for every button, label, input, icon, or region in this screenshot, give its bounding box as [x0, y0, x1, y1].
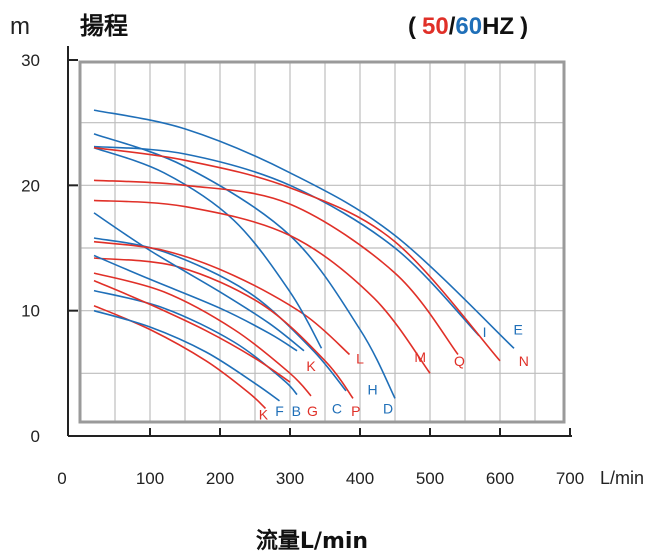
- curve-label-n: N: [519, 353, 529, 369]
- hz-slash: /: [449, 13, 456, 40]
- curve-b-60hz: [93, 289, 298, 396]
- y-tick-label: 30: [21, 51, 40, 70]
- curve-q-50hz: [93, 179, 459, 355]
- curve-label-f: F: [275, 403, 284, 419]
- y-unit-label: m: [10, 13, 30, 40]
- plot-frame: [78, 60, 566, 424]
- axes: 0 100 200 300 400 500 600 700 0 10 20 30: [21, 46, 584, 488]
- curve-label-e: E: [514, 321, 523, 337]
- curve-label-k: K: [306, 358, 316, 374]
- x-tick-label: 600: [486, 469, 514, 488]
- curve-unlabeled-60hz: [93, 212, 305, 352]
- curve-label-g: G: [307, 403, 318, 419]
- curve-labels: K F B G C P DHK L M QI EN: [259, 321, 529, 422]
- curve-label-i: I: [483, 324, 487, 340]
- curve-f-60hz: [93, 309, 280, 402]
- curves: [93, 109, 515, 409]
- curve-l-50hz: [93, 240, 351, 356]
- frequency-label: (50/60HZ): [408, 13, 528, 40]
- curve-unlabeled-60hz: [93, 254, 298, 352]
- curve-p-50hz: [93, 257, 354, 399]
- y-tick-label: 0: [31, 427, 40, 446]
- curve-k-50hz: [93, 304, 267, 409]
- x-tick-label: 300: [276, 469, 304, 488]
- curve-label-q: Q: [454, 353, 465, 369]
- curve-label-c: C: [332, 400, 342, 416]
- curve-g-50hz: [93, 272, 312, 397]
- curve-label-b: B: [292, 403, 301, 419]
- curve-label-l: L: [356, 350, 364, 366]
- chart-title: 揚程: [80, 12, 128, 40]
- x-tick-label: 100: [136, 469, 164, 488]
- curve-label-m: M: [414, 349, 426, 365]
- x-tick-label: 200: [206, 469, 234, 488]
- curve-m-50hz: [93, 199, 431, 374]
- x-tick-label: 500: [416, 469, 444, 488]
- hz-60-label: 60: [455, 13, 482, 40]
- curve-label-h: H: [368, 382, 378, 398]
- grid: [80, 62, 564, 422]
- curve-label-k: K: [259, 407, 269, 423]
- y-tick-label: 10: [21, 302, 40, 321]
- x-tick-label: 400: [346, 469, 374, 488]
- x-tick-label: 700: [556, 469, 584, 488]
- hz-50-label: 50: [422, 13, 449, 40]
- hz-suffix: HZ: [482, 13, 514, 40]
- curve-h-60hz: [93, 146, 323, 349]
- curve-e-60hz: [93, 109, 515, 349]
- x-tick-label: 0: [57, 469, 66, 488]
- x-axis-label: 流量L/min: [256, 528, 368, 554]
- hz-close-paren: ): [520, 13, 528, 40]
- curve-label-p: P: [351, 403, 360, 419]
- x-unit-label: L/min: [600, 468, 644, 488]
- curve-label-d: D: [383, 400, 393, 416]
- curve-n-50hz: [93, 146, 501, 362]
- y-tick-label: 20: [21, 176, 40, 195]
- hz-open-paren: (: [408, 13, 416, 40]
- curve-i-60hz: [93, 145, 480, 337]
- curve-k-50hz: [93, 279, 291, 383]
